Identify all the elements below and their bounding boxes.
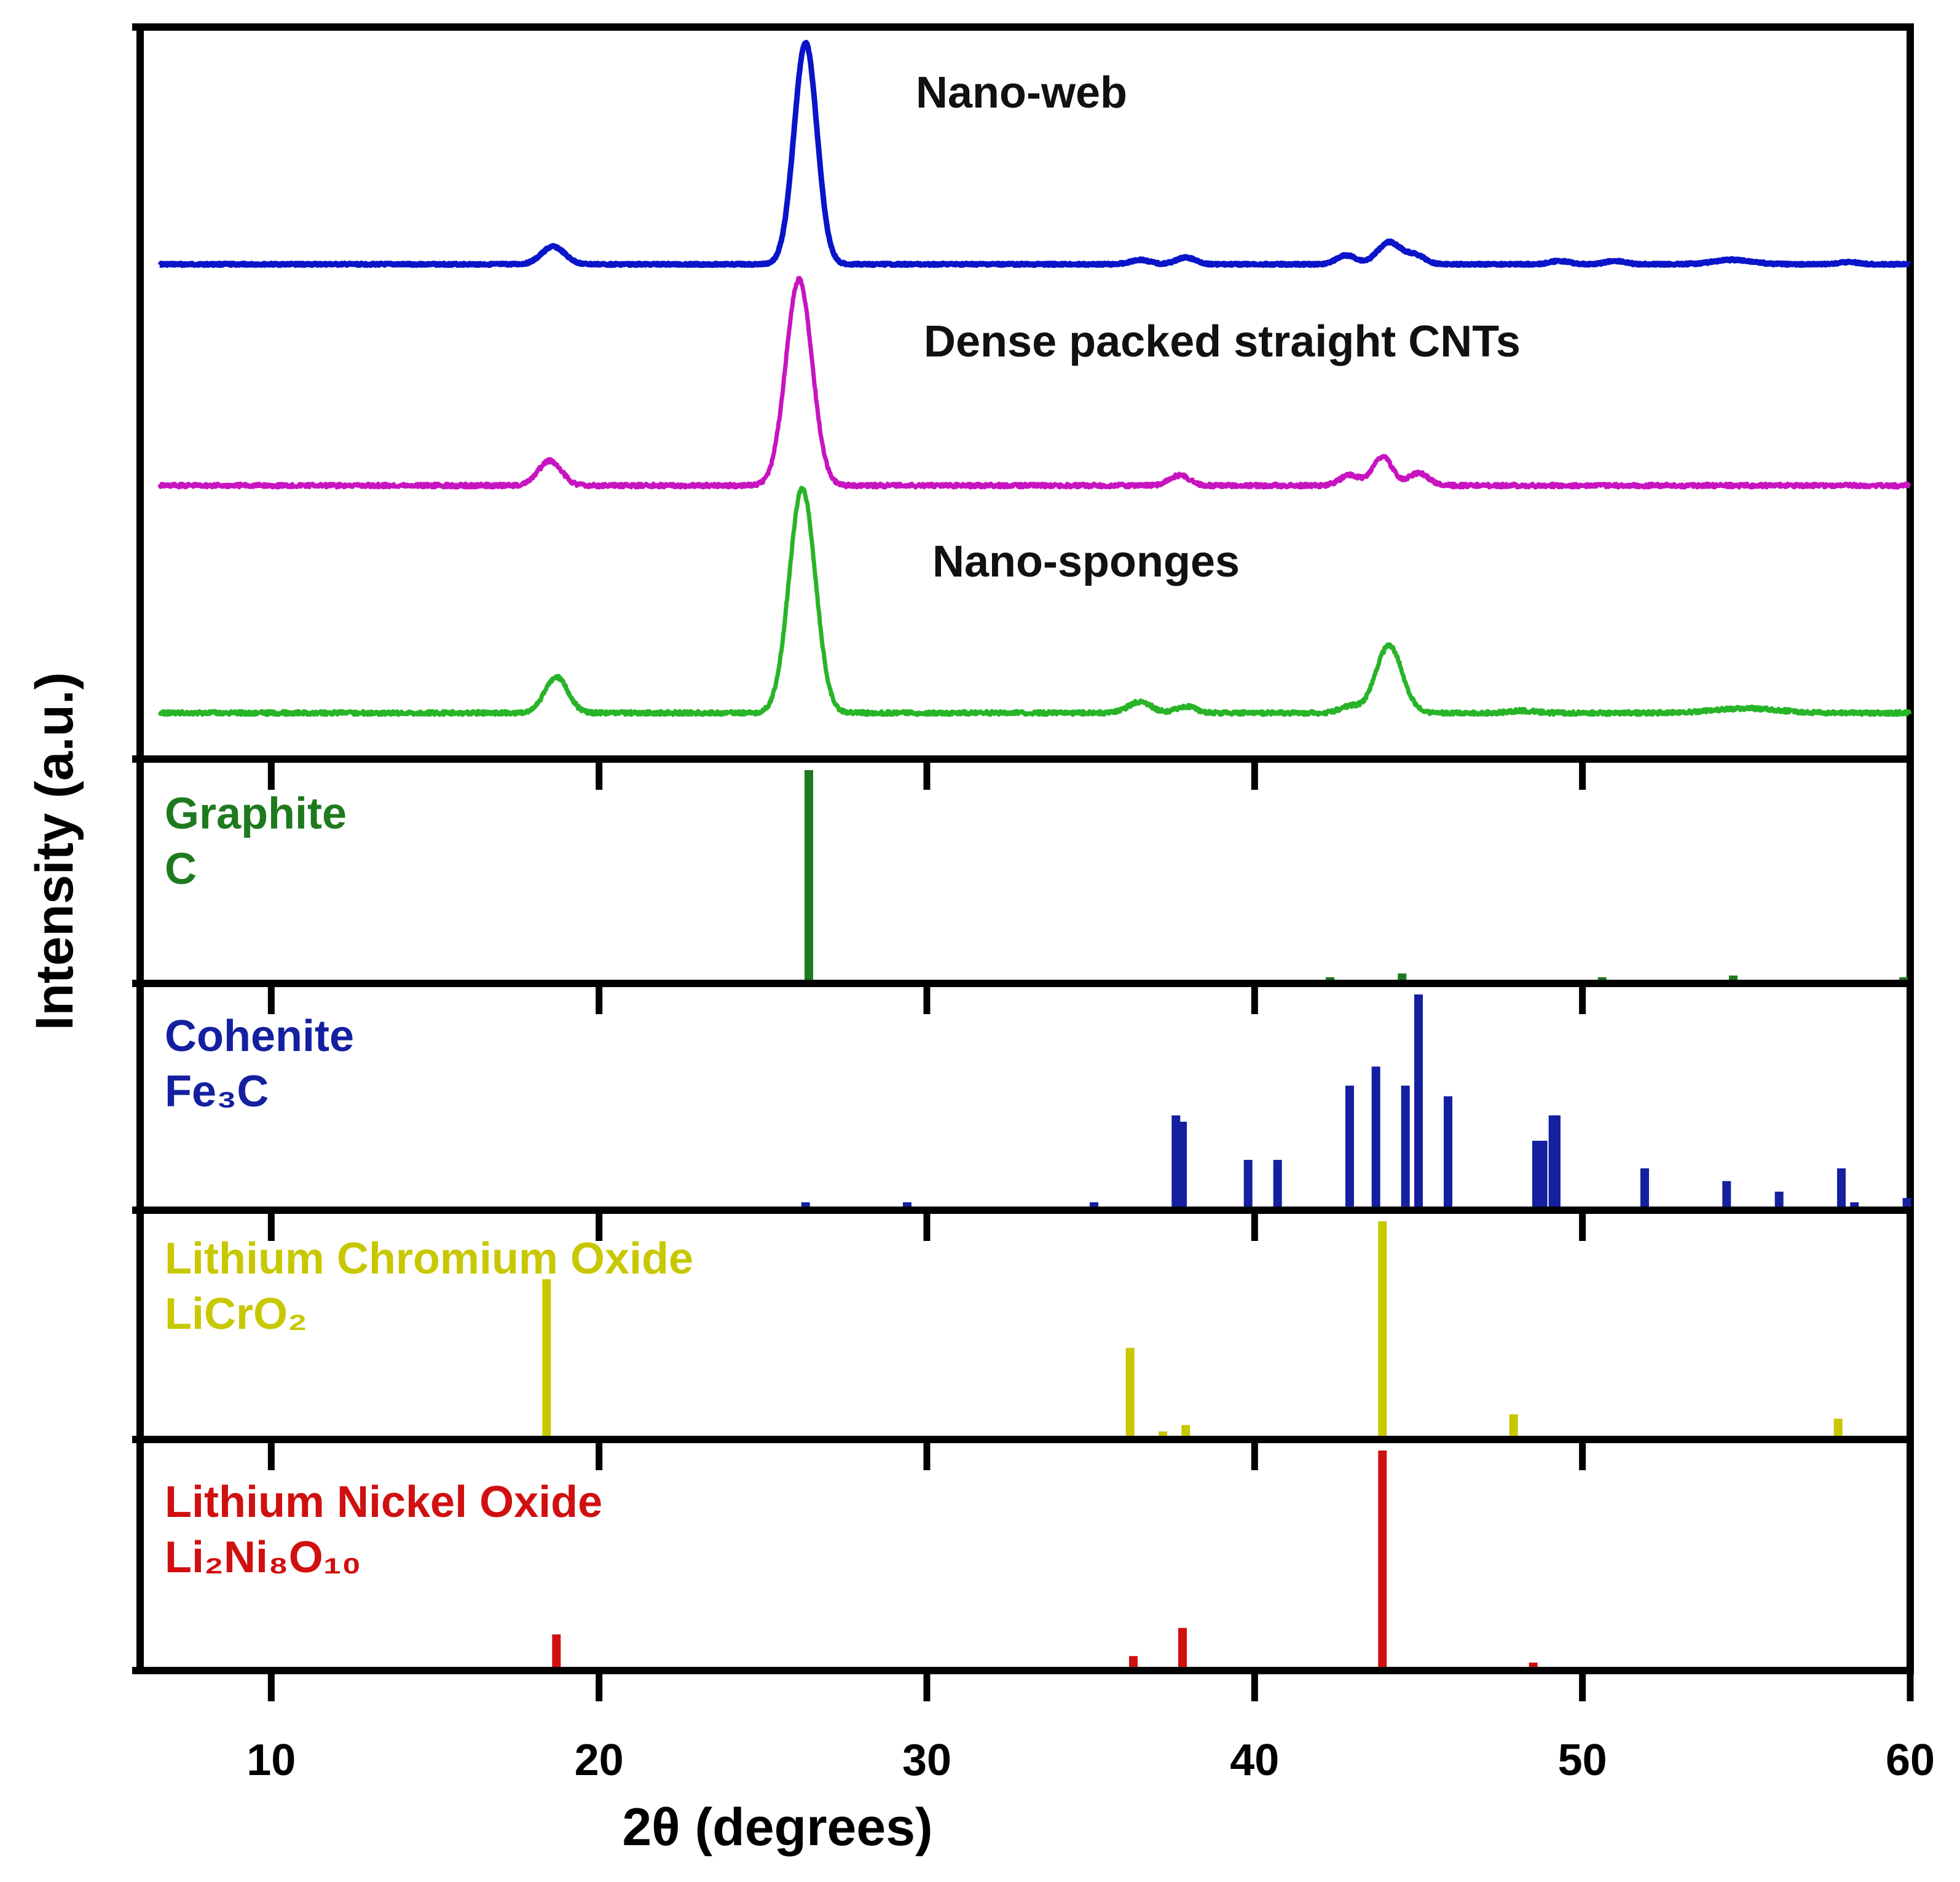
- dense-cnts-trace: [157, 276, 1911, 490]
- tick-marks: [267, 759, 1914, 1701]
- stick-1-18: [1774, 1191, 1784, 1207]
- stick-1-6: [1273, 1160, 1282, 1207]
- stick-2-3: [1181, 1425, 1191, 1436]
- cohenite-name-label: Cohenite: [165, 1012, 354, 1061]
- stick-3-0: [552, 1634, 561, 1667]
- stick-2-0: [542, 1279, 551, 1436]
- stick-0-3: [1597, 977, 1607, 980]
- cohenite-formula-label: Fe₃C: [165, 1067, 269, 1116]
- stick-1-4: [1178, 1122, 1187, 1207]
- stick-0-2: [1398, 973, 1407, 980]
- x-tick-label-20: 20: [575, 1736, 624, 1785]
- stick-1-8: [1371, 1066, 1380, 1207]
- reference-labels: Graphite C Cohenite Fe₃C Lithium Chromiu…: [165, 789, 693, 1582]
- sample-traces: [157, 39, 1912, 717]
- stick-3-1: [1129, 1656, 1138, 1667]
- stick-1-9: [1401, 1085, 1410, 1207]
- stick-1-3: [1171, 1115, 1181, 1207]
- stick-2-4: [1378, 1221, 1387, 1436]
- nano-sponges-trace: [157, 486, 1912, 717]
- stick-3-2: [1178, 1628, 1187, 1667]
- stick-0-1: [1326, 977, 1334, 980]
- stick-1-2: [1090, 1202, 1098, 1207]
- stick-2-6: [1833, 1419, 1843, 1436]
- graphite-name-label: Graphite: [165, 789, 347, 838]
- stick-1-10: [1414, 994, 1423, 1207]
- stick-1-7: [1345, 1085, 1354, 1207]
- stick-1-11: [1444, 1096, 1452, 1207]
- nano-web-label: Nano-web: [916, 68, 1127, 117]
- stick-3-3: [1378, 1451, 1387, 1667]
- stick-1-21: [1902, 1198, 1911, 1207]
- sample-labels: Nano-web Dense packed straight CNTs Nano…: [916, 68, 1521, 586]
- dense-cnts-label: Dense packed straight CNTs: [924, 317, 1521, 366]
- stick-0-5: [1899, 977, 1908, 980]
- nano-web-trace: [157, 39, 1912, 268]
- x-axis-title: 2θ (degrees): [622, 1798, 932, 1857]
- stick-0-4: [1729, 975, 1738, 980]
- reference-sticks: [542, 770, 1911, 1667]
- graphite-formula-label: C: [165, 845, 197, 894]
- stick-1-16: [1640, 1168, 1649, 1207]
- stick-1-19: [1837, 1168, 1846, 1207]
- lini-formula-label: Li₂Ni₈O₁₀: [165, 1533, 361, 1582]
- x-tick-labels: 10 20 30 40 50 60: [246, 1736, 1935, 1785]
- stick-1-17: [1722, 1181, 1731, 1207]
- stick-1-13: [1538, 1141, 1548, 1207]
- panel-frames: [132, 23, 1914, 1674]
- stick-2-5: [1509, 1414, 1518, 1436]
- lini-name-label: Lithium Nickel Oxide: [165, 1478, 602, 1527]
- stick-0-0: [805, 770, 813, 980]
- x-tick-label-40: 40: [1230, 1736, 1279, 1785]
- nano-sponges-label: Nano-sponges: [932, 537, 1240, 586]
- y-axis-title: Intensity (a.u.): [25, 672, 84, 1031]
- x-tick-label-30: 30: [902, 1736, 951, 1785]
- licro2-formula-label: LiCrO₂: [165, 1289, 307, 1339]
- stick-3-4: [1529, 1663, 1538, 1667]
- x-tick-label-50: 50: [1558, 1736, 1607, 1785]
- stick-1-20: [1850, 1202, 1859, 1207]
- stick-2-2: [1159, 1431, 1167, 1436]
- stick-1-12: [1532, 1141, 1541, 1207]
- x-tick-label-10: 10: [246, 1736, 296, 1785]
- stick-1-5: [1243, 1160, 1253, 1207]
- stick-1-15: [1552, 1115, 1561, 1207]
- licro2-name-label: Lithium Chromium Oxide: [165, 1234, 693, 1283]
- stick-2-1: [1125, 1347, 1135, 1436]
- x-tick-label-60: 60: [1886, 1736, 1935, 1785]
- stick-1-0: [801, 1202, 810, 1207]
- stick-1-1: [903, 1202, 911, 1207]
